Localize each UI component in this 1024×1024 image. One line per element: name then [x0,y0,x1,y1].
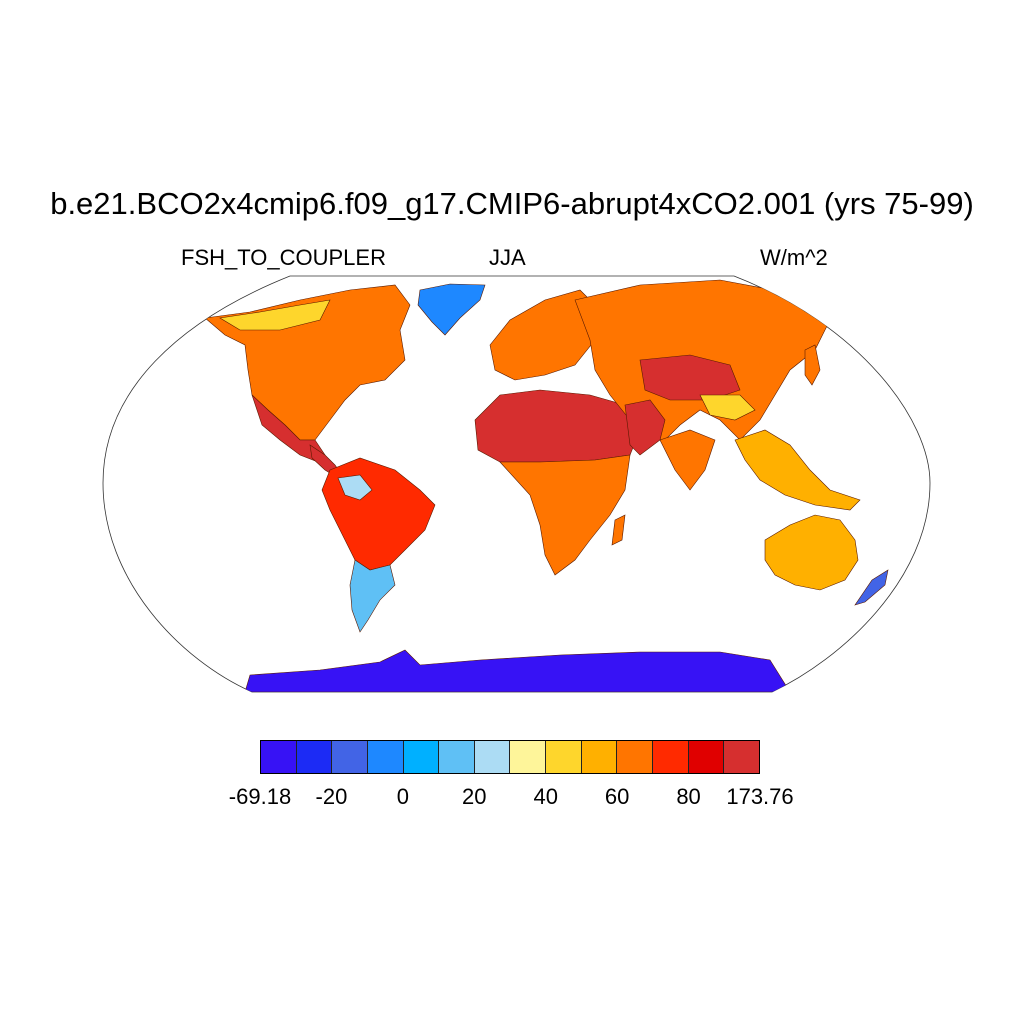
variable-label: FSH_TO_COUPLER [181,245,386,270]
region-madagascar [611,514,626,546]
colorbar-box [510,741,547,773]
region-africa [499,454,631,576]
colorbar-box [296,741,333,773]
colorbar-box [439,741,475,773]
region-australia [764,514,859,591]
colorbar-labels: -69.18 -20 0 20 40 60 80 173.76 [0,784,1024,814]
colorbar-label: 80 [676,784,701,809]
colorbar-box [546,741,582,773]
region-new-zealand [854,569,889,606]
region-greenland [417,283,486,336]
region-amazon-light [337,474,373,501]
colorbar-label: 40 [533,784,558,809]
colorbar-box [688,741,725,773]
colorbar-box [261,741,297,773]
colorbar-box [581,741,618,773]
colorbar [260,740,760,774]
colorbar-box [617,741,654,773]
map-title: b.e21.BCO2x4cmip6.f09_g17.CMIP6-abrupt4x… [50,186,974,221]
colorbar-box [403,741,440,773]
region-south-america-south [349,559,396,633]
season-label: JJA [489,245,526,270]
colorbar-label: 0 [396,784,409,809]
colorbar-label: -69.18 [228,784,292,809]
colorbar-box [724,741,759,773]
region-southeast-asia [734,429,861,511]
region-japan [804,344,821,386]
region-canada-north [219,299,331,331]
colorbar-box [332,741,368,773]
colorbar-label: -20 [315,784,348,809]
colorbar-box [474,741,511,773]
region-antarctica [244,649,791,692]
colorbar-box [653,741,689,773]
colorbar-label: 60 [604,784,630,809]
units-label: W/m^2 [760,245,828,270]
region-tibet [699,394,756,421]
colorbar-label: 173.76 [726,784,794,809]
colorbar-label: 20 [462,784,487,809]
region-india [659,429,716,491]
colorbar-box [367,741,404,773]
